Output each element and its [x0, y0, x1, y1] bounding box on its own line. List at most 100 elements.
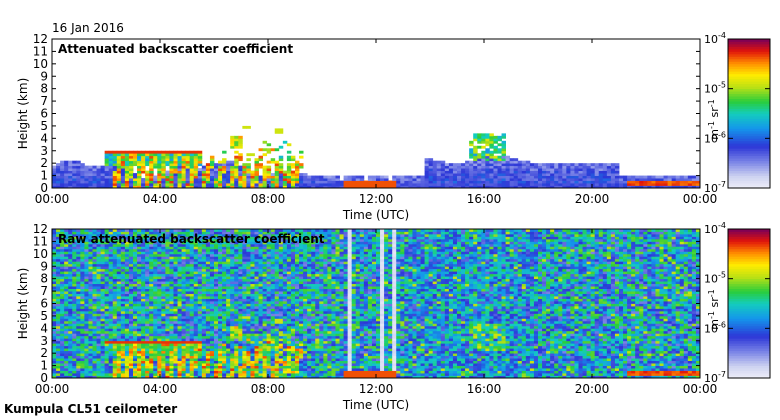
heatmap-cell — [222, 163, 227, 167]
heatmap-cell — [76, 308, 81, 312]
heatmap-cell — [250, 320, 255, 324]
heatmap-cell — [157, 180, 162, 184]
heatmap-cell — [76, 266, 81, 270]
heatmap-cell — [173, 325, 178, 329]
heatmap-cell — [193, 365, 199, 369]
heatmap-cell — [262, 360, 268, 364]
heatmap-cell — [598, 183, 604, 186]
heatmap-cell — [64, 348, 69, 352]
heatmap-cell — [165, 229, 170, 232]
heatmap-cell — [254, 291, 259, 294]
heatmap-cell — [209, 178, 215, 181]
heatmap-cell — [242, 266, 247, 270]
heatmap-cell — [149, 281, 154, 285]
heatmap-cell — [165, 153, 170, 157]
heatmap-cell — [128, 305, 134, 309]
heatmap-cell — [209, 298, 215, 302]
colorbar-segment — [728, 150, 770, 154]
heatmap-cell — [157, 288, 162, 292]
heatmap-cell — [181, 271, 187, 275]
heatmap-cell — [218, 183, 223, 186]
y-tick-label: 11 — [33, 44, 48, 58]
heatmap-cell — [92, 258, 97, 262]
heatmap-cell — [205, 320, 211, 324]
heatmap-cell — [169, 150, 174, 154]
heatmap-cell — [266, 368, 272, 371]
heatmap-cell — [161, 238, 166, 242]
heatmap-cell — [108, 158, 114, 162]
colorbar-segment — [728, 98, 770, 102]
heatmap-cell — [60, 373, 65, 376]
heatmap-cell — [116, 261, 122, 265]
heatmap-cell — [100, 348, 106, 352]
heatmap-cell — [52, 368, 57, 371]
heatmap-cell — [112, 246, 118, 250]
heatmap-cell — [56, 323, 61, 327]
heatmap-cell — [546, 170, 551, 174]
heatmap-cell — [218, 243, 223, 247]
heatmap-cell — [84, 365, 89, 369]
heatmap-cell — [76, 241, 81, 245]
heatmap-cell — [141, 358, 146, 362]
heatmap-cell — [173, 353, 178, 357]
heatmap-cell — [278, 165, 284, 169]
heatmap-cell — [124, 238, 130, 242]
heatmap-cell — [594, 175, 600, 179]
heatmap-cell — [578, 163, 583, 167]
heatmap-cell — [230, 160, 235, 164]
heatmap-cell — [157, 175, 162, 179]
heatmap-cell — [266, 170, 272, 174]
heatmap-cell — [104, 330, 110, 334]
heatmap-cell — [56, 170, 61, 174]
heatmap-cell — [250, 355, 255, 359]
heatmap-cell — [501, 153, 506, 157]
heatmap-cells — [52, 125, 701, 189]
heatmap-cell — [234, 163, 239, 167]
heatmap-cell — [246, 335, 251, 339]
heatmap-cell — [137, 268, 142, 272]
heatmap-cell — [266, 360, 272, 364]
heatmap-cell — [64, 345, 69, 349]
heatmap-cell — [52, 363, 57, 366]
heatmap-cell — [133, 355, 138, 359]
heatmap-cell — [209, 313, 215, 317]
heatmap-cell — [246, 258, 251, 262]
heatmap-cell — [157, 271, 162, 275]
heatmap-cell — [76, 168, 81, 172]
y-tick-label: 6 — [40, 107, 48, 121]
heatmap-cell — [222, 178, 227, 181]
heatmap-cell — [185, 288, 191, 292]
heatmap-cell — [84, 318, 89, 322]
heatmap-cell — [262, 273, 268, 277]
heatmap-cell — [258, 256, 263, 260]
heatmap-cell — [222, 365, 227, 369]
heatmap-cell — [201, 345, 207, 349]
heatmap-cell — [262, 325, 268, 329]
heatmap-cell — [546, 163, 551, 167]
heatmap-cell — [254, 345, 259, 349]
heatmap-cell — [56, 236, 61, 240]
y-tick-label: 4 — [40, 131, 48, 145]
heatmap-cell — [56, 251, 61, 255]
heatmap-cell — [64, 160, 69, 164]
heatmap-cell — [542, 180, 547, 184]
heatmap-cell — [513, 158, 519, 162]
heatmap-cell — [209, 368, 215, 371]
heatmap-cell — [88, 305, 93, 309]
heatmap-cell — [145, 251, 150, 255]
heatmap-cell — [72, 355, 77, 359]
heatmap-cell — [521, 185, 527, 189]
heatmap-cell — [120, 185, 126, 189]
heatmap-cell — [96, 335, 101, 339]
heatmap-cell — [52, 330, 57, 334]
heatmap-cell — [286, 150, 292, 154]
heatmap-cell — [250, 348, 255, 352]
heatmap-cell — [100, 229, 106, 232]
heatmap-cell — [695, 175, 701, 179]
heatmap-cell — [112, 153, 118, 157]
heatmap-cell — [64, 163, 69, 167]
heatmap-cell — [112, 308, 118, 312]
heatmap-cell — [108, 283, 114, 287]
heatmap-cell — [254, 301, 259, 304]
heatmap-cell — [614, 173, 620, 176]
